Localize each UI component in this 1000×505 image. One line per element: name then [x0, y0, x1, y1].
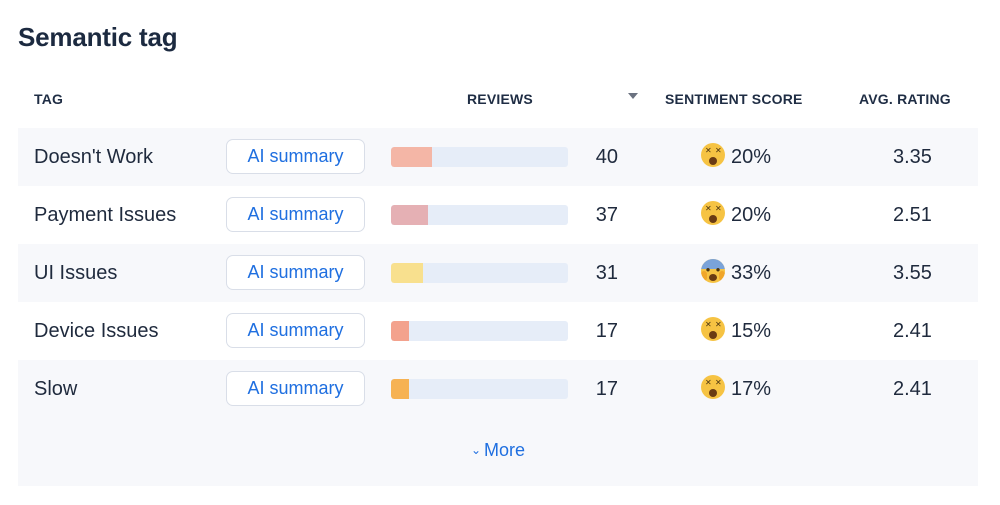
sort-desc-icon[interactable] — [628, 93, 638, 99]
column-header-avg-rating: AVG. RATING — [859, 91, 951, 107]
column-header-reviews[interactable]: REVIEWS — [467, 91, 533, 107]
reviews-bar-fill — [391, 379, 409, 399]
tag-name: UI Issues — [34, 262, 118, 284]
tag-name: Slow — [34, 378, 78, 400]
reviews-count: 37 — [595, 204, 618, 226]
reviews-bar-fill — [391, 321, 409, 341]
column-header-tag: TAG — [34, 91, 64, 107]
dizzy-face-icon: ✕ ✕ — [701, 201, 725, 225]
ai-summary-button[interactable]: AI summary — [226, 197, 365, 232]
table-header: TAG REVIEWS SENTIMENT SCORE AVG. RATING — [18, 88, 978, 112]
column-header-sentiment: SENTIMENT SCORE — [665, 91, 803, 107]
avg-rating: 2.51 — [893, 204, 932, 226]
table-row: Payment Issues AI summary 37 ✕ ✕ 20% 2.51 — [18, 186, 978, 244]
reviews-bar — [391, 263, 568, 283]
ai-summary-button[interactable]: AI summary — [226, 313, 365, 348]
dizzy-face-icon: ✕ ✕ — [701, 143, 725, 167]
sentiment-score: 15% — [731, 320, 772, 342]
table-row: Doesn't Work AI summary 40 ✕ ✕ 20% 3.35 — [18, 128, 978, 186]
reviews-count: 40 — [595, 146, 618, 168]
dizzy-face-icon: ✕ ✕ — [701, 317, 725, 341]
section-title: Semantic tag — [18, 22, 178, 52]
ai-summary-button[interactable]: AI summary — [226, 255, 365, 290]
table-row: Slow AI summary 17 ✕ ✕ 17% 2.41 — [18, 360, 978, 418]
ai-summary-button[interactable]: AI summary — [226, 139, 365, 174]
sentiment-score: 20% — [731, 204, 772, 226]
reviews-bar — [391, 321, 568, 341]
sentiment-score: 20% — [731, 146, 772, 168]
avg-rating: 3.55 — [893, 262, 932, 284]
table-row: UI Issues AI summary 31 ● ● 33% 3.55 — [18, 244, 978, 302]
table-row: Device Issues AI summary 17 ✕ ✕ 15% 2.41 — [18, 302, 978, 360]
avg-rating: 3.35 — [893, 146, 932, 168]
tag-name: Payment Issues — [34, 204, 177, 226]
reviews-count: 17 — [595, 378, 618, 400]
more-link[interactable]: ⌄ More — [18, 440, 978, 461]
reviews-count: 17 — [595, 320, 618, 342]
sentiment-score: 17% — [731, 378, 772, 400]
avg-rating: 2.41 — [893, 320, 932, 342]
avg-rating: 2.41 — [893, 378, 932, 400]
reviews-bar — [391, 205, 568, 225]
ai-summary-button[interactable]: AI summary — [226, 371, 365, 406]
tag-table: Doesn't Work AI summary 40 ✕ ✕ 20% 3.35 P… — [18, 128, 978, 486]
reviews-bar-fill — [391, 205, 429, 225]
more-label: More — [484, 440, 526, 460]
reviews-bar — [391, 379, 568, 399]
sentiment-score: 33% — [731, 262, 772, 284]
screaming-face-icon: ● ● — [701, 259, 725, 283]
tag-name: Device Issues — [34, 320, 159, 342]
reviews-bar-fill — [391, 147, 432, 167]
reviews-count: 31 — [595, 262, 618, 284]
dizzy-face-icon: ✕ ✕ — [701, 375, 725, 399]
reviews-bar — [391, 147, 568, 167]
chevron-down-icon: ⌄ — [470, 443, 482, 457]
tag-name: Doesn't Work — [34, 146, 154, 168]
reviews-bar-fill — [391, 263, 423, 283]
